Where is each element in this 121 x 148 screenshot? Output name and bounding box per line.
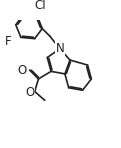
Text: Cl: Cl bbox=[34, 0, 45, 12]
Text: O: O bbox=[25, 86, 34, 99]
Text: O: O bbox=[17, 64, 27, 77]
Text: F: F bbox=[5, 35, 12, 48]
Text: N: N bbox=[56, 42, 64, 55]
